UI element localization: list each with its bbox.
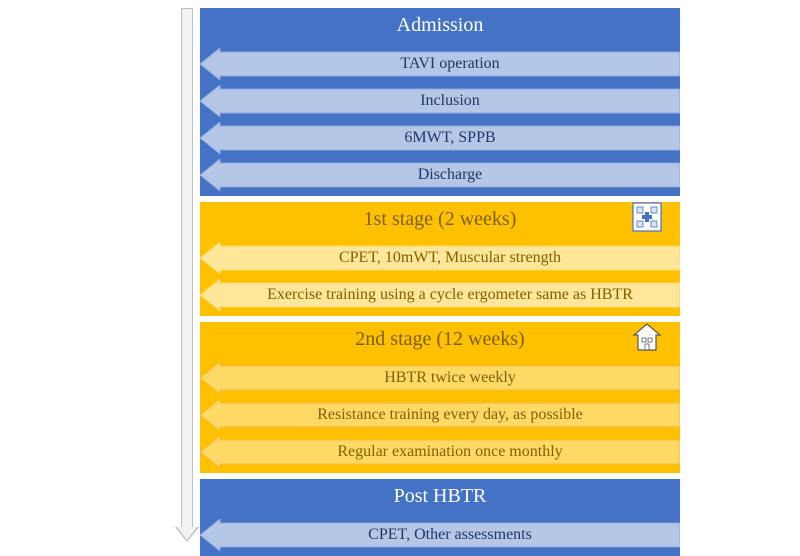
stage2-row: Regular examination once monthly (200, 436, 680, 468)
stage2-header: 2nd stage (12 weeks) (200, 322, 680, 357)
post-row-label: CPET, Other assessments (200, 526, 680, 544)
stage2-block: 2nd stage (12 weeks) HBTR twice weekly (200, 322, 680, 473)
admission-row-label: Inclusion (200, 92, 680, 110)
stage1-block: 1st stage (2 weeks) CPET, 10mWT, Muscula… (200, 202, 680, 316)
stage2-row-label: HBTR twice weekly (200, 369, 680, 387)
stage1-title: 1st stage (2 weeks) (364, 208, 517, 230)
admission-row: Discharge (200, 159, 680, 191)
admission-row-label: Discharge (200, 166, 680, 184)
stage1-row: CPET, 10mWT, Muscular strength (200, 242, 680, 274)
stage2-row: Resistance training every day, as possib… (200, 399, 680, 431)
post-block: Post HBTR CPET, Other assessments (200, 479, 680, 556)
post-header: Post HBTR (200, 479, 680, 514)
post-title: Post HBTR (394, 485, 487, 507)
admission-row-label: TAVI operation (200, 55, 680, 73)
admission-row: Inclusion (200, 85, 680, 117)
admission-row: 6MWT, SPPB (200, 122, 680, 154)
stage2-title: 2nd stage (12 weeks) (355, 328, 524, 350)
stage2-row: HBTR twice weekly (200, 362, 680, 394)
stage1-row: Exercise training using a cycle ergomete… (200, 279, 680, 311)
stage1-header: 1st stage (2 weeks) (200, 202, 680, 237)
stage1-row-label: Exercise training using a cycle ergomete… (200, 286, 680, 304)
admission-header: Admission (200, 8, 680, 43)
post-row: CPET, Other assessments (200, 519, 680, 551)
stage2-row-label: Resistance training every day, as possib… (200, 406, 680, 424)
hospital-icon (632, 202, 662, 238)
admission-row-label: 6MWT, SPPB (200, 129, 680, 147)
flowchart-content: Admission TAVI operation Inclusion 6MWT,… (200, 8, 680, 556)
stage2-row-label: Regular examination once monthly (200, 443, 680, 461)
admission-title: Admission (397, 14, 484, 36)
timeline-arrow (178, 8, 196, 542)
home-icon (632, 322, 662, 358)
admission-block: Admission TAVI operation Inclusion 6MWT,… (200, 8, 680, 196)
admission-row: TAVI operation (200, 48, 680, 80)
stage1-row-label: CPET, 10mWT, Muscular strength (200, 249, 680, 267)
